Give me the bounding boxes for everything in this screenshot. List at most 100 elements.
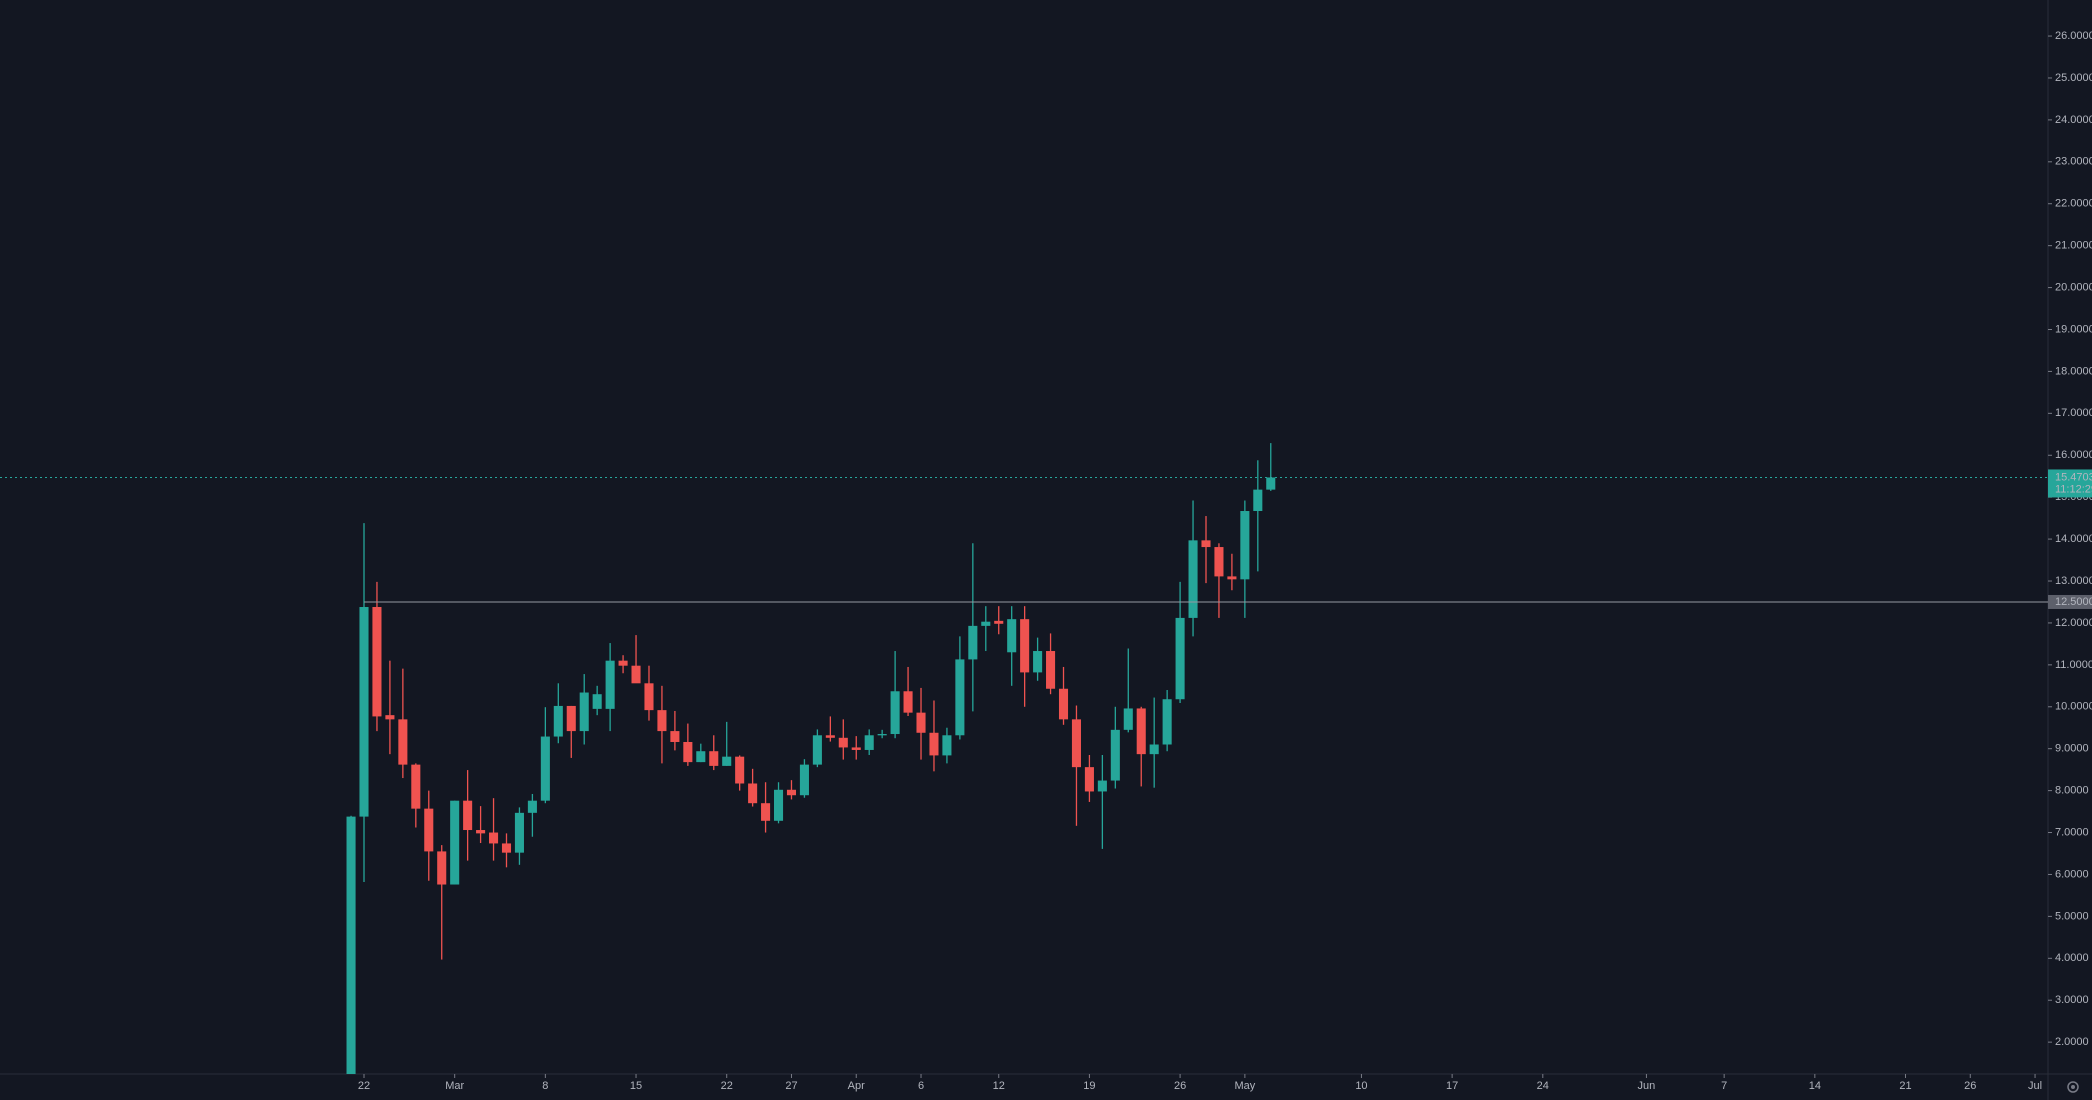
candle-body [799,764,809,796]
x-tick-label: 22 [721,1080,733,1092]
x-tick-label: 7 [1721,1080,1727,1092]
y-tick-label: 16.0000 [2055,449,2092,461]
candle-body [838,737,848,748]
candle-body [812,735,822,765]
y-tick-label: 21.0000 [2055,240,2092,252]
candle-body [786,789,797,796]
y-tick-label: 7.0000 [2055,826,2089,838]
candle-body [437,851,447,885]
candle-body [1253,489,1263,512]
candle-body [877,734,887,736]
candle-body [1175,617,1185,700]
candle-body [916,712,926,733]
y-tick-label: 11.0000 [2055,659,2092,671]
candle-body [553,705,563,737]
candle-body [929,732,939,756]
candle-body [346,816,356,1074]
y-tick-label: 20.0000 [2055,281,2092,293]
candle-body [359,607,369,817]
candle-body [1007,619,1017,653]
y-tick-label: 18.0000 [2055,365,2092,377]
candle-body [1227,576,1237,580]
level-tag [2048,594,2092,609]
candle-body [735,756,745,784]
candle-body [709,751,719,766]
x-tick-label: 6 [918,1080,924,1092]
x-tick-label: 17 [1446,1080,1458,1092]
x-tick-label: 27 [785,1080,797,1092]
candle-body [618,660,628,666]
candle-body [592,694,602,709]
candle-body [1240,511,1250,580]
y-tick-label: 12.0000 [2055,617,2092,629]
plot-area [0,443,2048,1074]
level-tag-label: 12.5000 [2055,596,2092,608]
candle-body [463,800,473,831]
candle-body [657,710,667,732]
axes: 2.0000 3.0000 4.0000 5.0000 6.0000 7.0000 8.00… [358,30,2092,1092]
y-tick-label: 24.0000 [2055,114,2092,126]
x-tick-label: 26 [1964,1080,1976,1092]
y-tick-label: 19.0000 [2055,323,2092,335]
candle-body [489,832,499,844]
y-tick-label: 14.0000 [2055,533,2092,545]
candle-body [955,659,965,736]
candle-body [1084,767,1094,792]
candle-body [1110,729,1120,781]
y-tick-label: 17.0000 [2055,407,2092,419]
candle-body [942,735,952,756]
last-price-tag [2048,469,2092,498]
y-tick-label: 8.0000 [2055,785,2089,797]
candle-body [501,843,512,853]
candle-body [385,715,395,720]
candle-body [1201,540,1211,548]
candle-body [761,803,771,821]
y-tick-label: 26.0000 [2055,30,2092,42]
x-tick-label: May [1234,1080,1255,1092]
candle-body [994,620,1004,624]
candle-body [696,751,706,763]
candle-body [579,692,589,732]
candle-body [722,756,732,766]
candle-body [1214,547,1224,577]
x-tick-label: Mar [445,1080,464,1092]
settings-icon[interactable] [2067,1081,2079,1093]
candle-body [903,691,913,713]
y-tick-label: 5.0000 [2055,910,2089,922]
candle-body [748,783,758,804]
x-tick-label: 22 [358,1080,370,1092]
last-price-label: 15.4703 [2055,471,2092,483]
candle-body [825,735,835,738]
y-tick-label: 13.0000 [2055,575,2092,587]
countdown-label: 11:12:29 [2055,483,2092,495]
candle-body [1097,780,1107,792]
y-tick-label: 4.0000 [2055,952,2089,964]
candle-body [540,736,550,801]
candle-body [605,660,615,709]
candle-body [424,808,434,852]
candle-body [1136,708,1146,755]
candle-body [1020,619,1030,673]
candle-body [450,800,460,885]
candle-body [1162,699,1172,745]
candle-body [981,621,991,626]
candle-body [670,731,680,742]
candle-body [1123,708,1133,730]
y-tick-label: 6.0000 [2055,868,2089,880]
candle-body [890,691,900,735]
x-tick-label: 21 [1899,1080,1911,1092]
x-tick-label: Jul [2028,1080,2042,1092]
x-tick-label: 8 [542,1080,548,1092]
candle-body [566,705,576,732]
candle-body [644,683,654,711]
y-tick-label: 9.0000 [2055,743,2089,755]
candle-body [851,747,861,750]
x-tick-label: 14 [1809,1080,1821,1092]
candle-body [1071,719,1081,768]
candle-body [1188,540,1198,618]
candle-body [1033,651,1043,673]
candle-body [514,812,524,853]
x-tick-label: 24 [1537,1080,1549,1092]
x-tick-label: 26 [1174,1080,1186,1092]
candle-body [1058,688,1069,720]
